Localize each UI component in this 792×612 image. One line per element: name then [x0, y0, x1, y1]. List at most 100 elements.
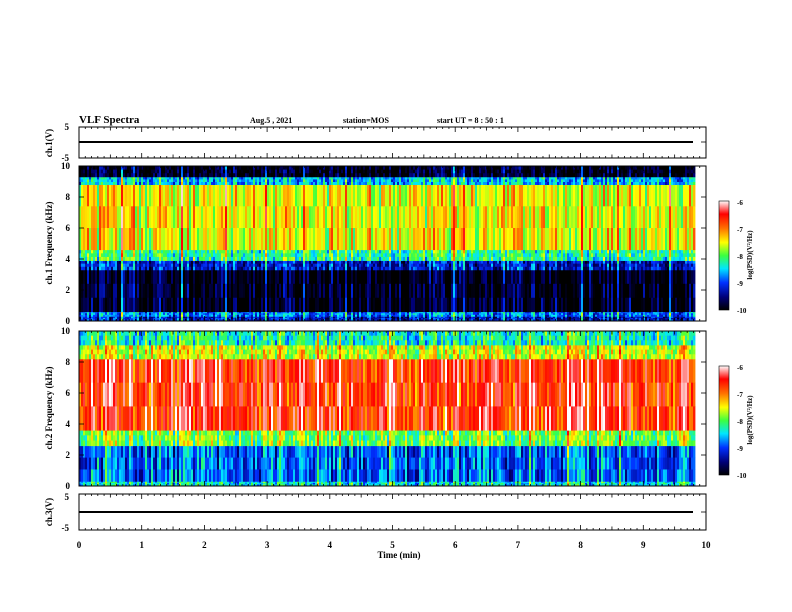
- spectrogram-cell: [105, 173, 108, 178]
- spectrogram-cell: [127, 249, 130, 254]
- spectrogram-cell: [103, 269, 106, 285]
- spectrogram-cell: [83, 249, 86, 254]
- spectrogram-cell: [141, 166, 144, 171]
- spectrogram-cell: [95, 313, 98, 316]
- spectrogram-cell: [83, 319, 86, 321]
- spectrogram-cell: [91, 249, 94, 254]
- ch1-waveform-panel: 5 -5 ch.1(V): [44, 122, 707, 163]
- spectrogram-cell: [143, 319, 146, 321]
- spectrogram-cell: [149, 182, 152, 185]
- spectrogram-cell: [153, 173, 156, 178]
- spectrogram-cell: [87, 317, 90, 320]
- spectrogram-cell: [141, 249, 144, 254]
- spectrogram-cell: [93, 269, 96, 285]
- spectrogram-cell: [115, 269, 118, 285]
- spectrogram-cell: [151, 206, 154, 229]
- spectrogram-cell: [117, 179, 120, 183]
- spectrogram-cell: [135, 314, 138, 317]
- spectrogram-cell: [151, 297, 154, 313]
- spectrogram-cell: [123, 166, 126, 171]
- spectrogram-cell: [129, 169, 132, 174]
- spectrogram-cell: [109, 228, 112, 251]
- spectrogram-cell: [149, 283, 152, 299]
- spectrogram-cell: [111, 317, 114, 320]
- spectrogram-cell: [135, 319, 138, 321]
- spectrogram-cell: [131, 176, 134, 180]
- spectrogram-cell: [129, 314, 132, 317]
- spectrogram-cell: [141, 316, 144, 319]
- spectrogram-cell: [113, 317, 116, 320]
- spectrogram-cell: [115, 182, 118, 185]
- spectrogram-cell: [109, 266, 112, 271]
- spectrogram-cell: [91, 256, 94, 261]
- spectrogram-cell: [129, 317, 132, 320]
- spectrogram-cell: [157, 173, 160, 178]
- spectrogram-cell: [155, 317, 158, 320]
- spectrogram-cell: [125, 317, 128, 320]
- spectrogram-cell: [93, 314, 96, 317]
- spectrogram-cell: [135, 176, 138, 180]
- spectrogram-cell: [133, 313, 136, 316]
- spectrogram-cell: [141, 176, 144, 180]
- spectrogram-cell: [99, 313, 102, 316]
- spectrogram-cell: [85, 182, 88, 185]
- spectrogram-cell: [151, 314, 154, 317]
- spectrogram-cell: [85, 313, 88, 316]
- spectrogram-cell: [125, 249, 128, 254]
- spectrogram-cell: [141, 179, 144, 183]
- spectrogram-cell: [115, 297, 118, 313]
- spectrogram-cell: [131, 184, 134, 207]
- spectrogram-cell: [159, 260, 162, 265]
- spectrogram-cell: [143, 313, 146, 316]
- spectrogram-cell: [99, 316, 102, 319]
- spectrogram-cell: [89, 173, 92, 178]
- spectrogram-cell: [157, 182, 160, 185]
- spectrogram-cell: [123, 283, 126, 299]
- spectrogram-cell: [99, 319, 102, 321]
- spectrogram-cell: [131, 169, 134, 174]
- spectrogram-cell: [111, 314, 114, 317]
- spectrogram-cell: [81, 297, 84, 313]
- spectrogram-cell: [105, 283, 108, 299]
- spectrogram-cell: [117, 313, 120, 316]
- spectrogram-cell: [97, 169, 100, 174]
- spectrogram-cell: [81, 179, 84, 183]
- spectrogram-cell: [141, 283, 144, 299]
- spectrogram-cell: [145, 256, 148, 261]
- spectrogram-cell: [127, 283, 130, 299]
- spectrogram-cell: [89, 182, 92, 185]
- spectrogram-cell: [119, 269, 122, 285]
- spectrogram-cell: [161, 176, 164, 180]
- spectrogram-cell: [133, 314, 136, 317]
- spectrogram-cell: [95, 206, 98, 229]
- spectrogram-cell: [149, 319, 152, 321]
- spectrogram-cell: [143, 316, 146, 319]
- spectrogram-cell: [143, 253, 146, 258]
- spectrogram-cell: [109, 314, 112, 317]
- spectrogram-cell: [135, 297, 138, 313]
- spectrogram-cell: [149, 260, 152, 265]
- spectrogram-cell: [89, 228, 92, 251]
- spectrogram-cell: [137, 206, 140, 229]
- spectrogram-cell: [105, 263, 108, 268]
- spectrogram-cell: [83, 311, 86, 314]
- ch1-waveform-ytick-bottom: -5: [62, 153, 70, 163]
- spectrogram-cell: [99, 176, 102, 180]
- spectrogram-cell: [141, 184, 144, 207]
- spectrogram-cell: [141, 269, 144, 285]
- spectrogram-cell: [161, 260, 164, 265]
- spectrogram-cell: [97, 249, 100, 254]
- spectrogram-cell: [121, 206, 124, 229]
- spectrogram-cell: [99, 249, 102, 254]
- spectrogram-cell: [127, 319, 130, 321]
- spectrogram-cell: [111, 253, 114, 258]
- spectrogram-cell: [91, 169, 94, 174]
- spectrogram-cell: [91, 228, 94, 251]
- spectrogram-cell: [107, 314, 110, 317]
- figure-title: VLF Spectra: [79, 114, 140, 126]
- spectrogram-cell: [149, 297, 152, 313]
- spectrogram-cell: [91, 266, 94, 271]
- spectrogram-cell: [125, 297, 128, 313]
- spectrogram-cell: [111, 169, 114, 174]
- spectrogram-cell: [131, 316, 134, 319]
